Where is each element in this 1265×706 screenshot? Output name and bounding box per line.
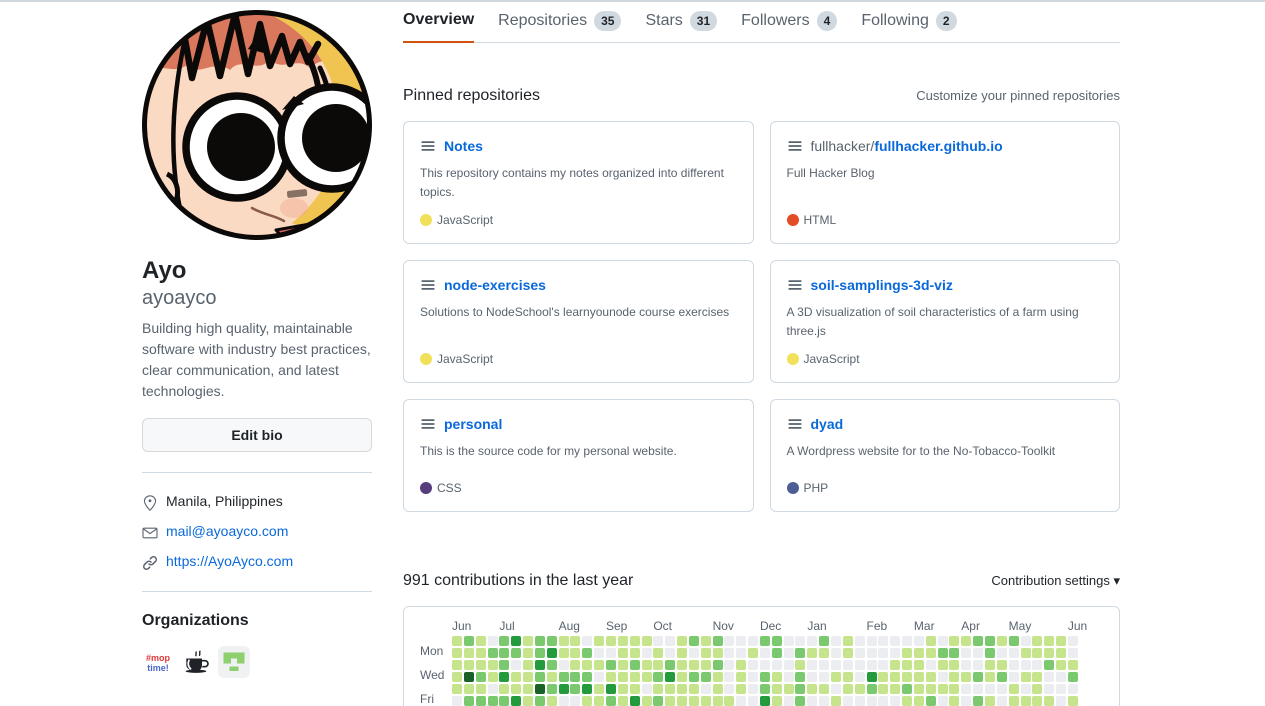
svg-text:#mop: #mop — [146, 653, 171, 663]
svg-text:time!: time! — [147, 663, 169, 673]
